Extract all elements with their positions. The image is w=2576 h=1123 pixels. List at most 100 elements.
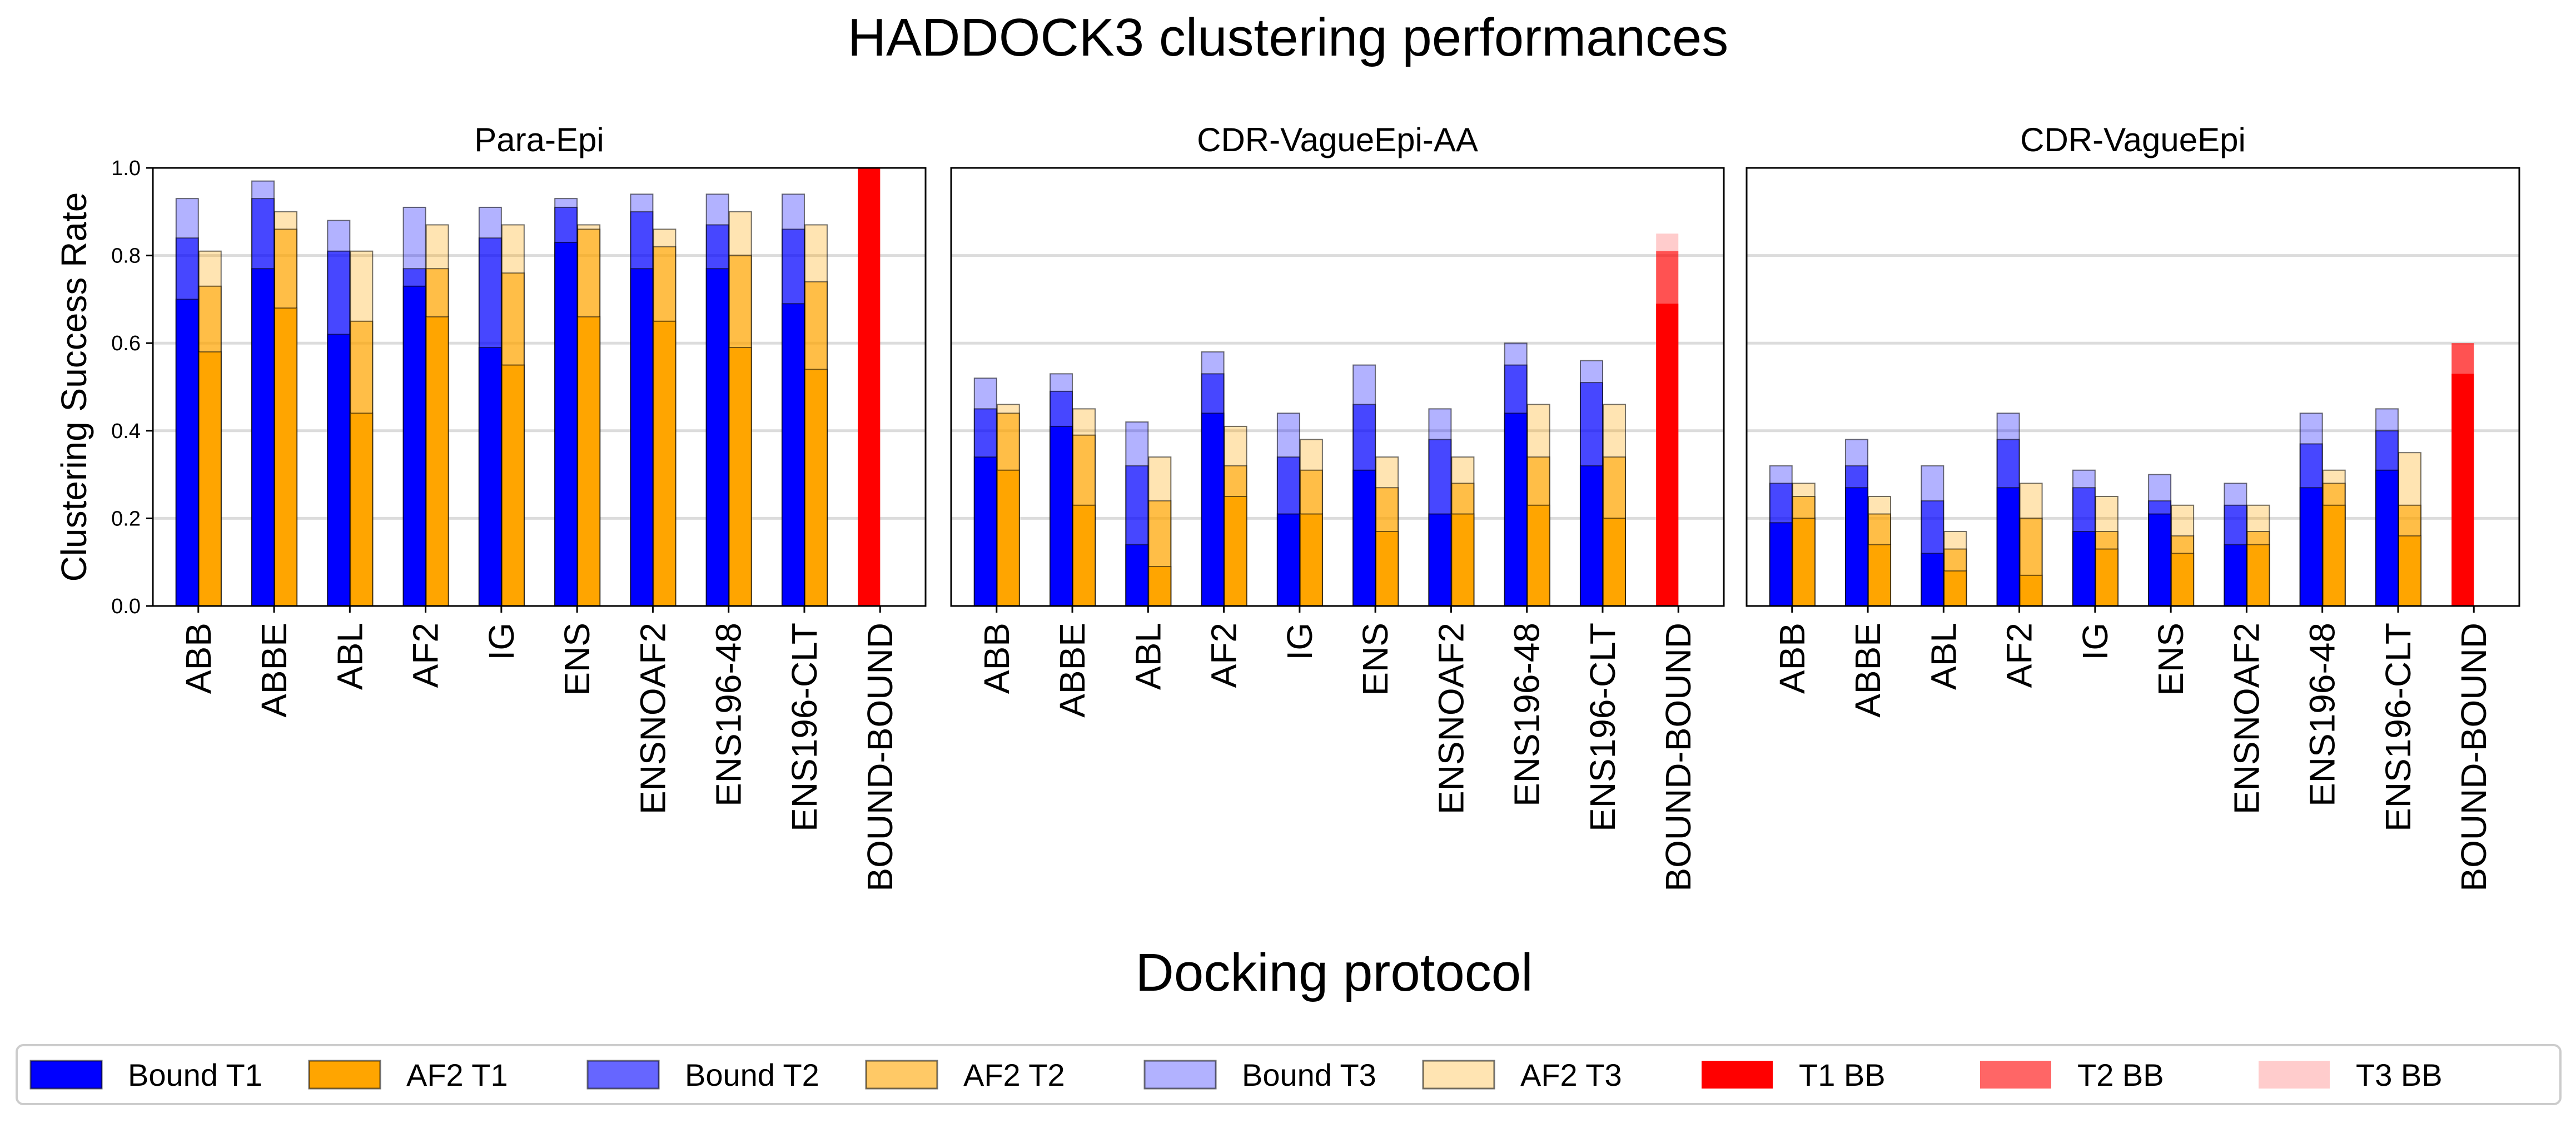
bar-bound (1125, 544, 1149, 607)
bar-af2 (198, 351, 222, 607)
bar-af2 (1526, 504, 1550, 607)
x-tick-label: ENS196-CLT (784, 623, 824, 832)
bar-bound (554, 241, 578, 607)
x-tick-label: ABBE (254, 623, 294, 718)
bar-bound (2148, 513, 2172, 607)
bar-bound (1996, 487, 2020, 607)
x-tick-label: ABL (1923, 623, 1963, 690)
legend-item: AF2 T1 (308, 1057, 508, 1092)
panel-title: Para-Epi (474, 121, 604, 158)
bar-af2 (1868, 544, 1892, 607)
panel-title: CDR-VagueEpi-AA (1197, 121, 1478, 158)
bar-bound (781, 303, 805, 607)
legend-label: Bound T3 (1242, 1057, 1376, 1092)
x-tick-label: AF2 (406, 623, 446, 688)
bar-bound-bound (2451, 374, 2474, 606)
legend-item: AF2 T3 (1422, 1057, 1622, 1092)
bar-af2 (2398, 535, 2421, 607)
legend: Bound T1 AF2 T1 Bound T2 AF2 T2 Bound T3 AF2 … (16, 1044, 2562, 1105)
panel-3: ABB ABBE ABL AF2 IG ENS ENSNOAF2 ENS196-48 ENS19… (1745, 121, 2520, 892)
x-tick-label: ENS196-CLT (1583, 623, 1623, 832)
bar-af2 (1602, 518, 1626, 607)
bar-bound (175, 299, 199, 607)
legend-label: Bound T1 (128, 1057, 262, 1092)
x-tick-label: ENSNOAF2 (633, 623, 673, 814)
bar-bound (1845, 487, 1869, 607)
x-tick-label: IG (481, 623, 521, 660)
bar-bound (1428, 513, 1452, 607)
legend-item: T1 BB (1702, 1057, 1886, 1092)
bar-bound (630, 268, 654, 607)
bar-bound (1579, 465, 1603, 607)
bar-af2 (425, 316, 449, 607)
y-tick-label: 0.4 (111, 420, 141, 443)
plot-frame (1745, 167, 2520, 607)
bar-af2 (1792, 518, 1816, 607)
plot-frame (950, 167, 1725, 607)
x-tick-label: ENS (557, 623, 597, 696)
x-tick-label: BOUND-BOUND (860, 623, 900, 892)
x-tick-label: ABL (1128, 623, 1168, 690)
x-tick-label: ABB (1772, 623, 1812, 694)
x-tick-label: BOUND-BOUND (2454, 623, 2494, 892)
x-tick-label: ABL (330, 623, 370, 690)
panel-1: ABB ABBE ABL AF2 IG ENS ENSNOAF2 ENS196-48 ENS19… (111, 121, 927, 892)
legend-swatch (586, 1060, 660, 1090)
chart-panels: ABB ABBE ABL AF2 IG ENS ENSNOAF2 ENS196-48 ENS19… (111, 121, 2520, 892)
x-tick-label: AF2 (2000, 623, 2040, 688)
x-tick-label: ENS196-48 (2303, 623, 2343, 807)
bar-bound-bound (1656, 304, 1679, 606)
bar-bound (2375, 469, 2399, 607)
bar-bound (2299, 487, 2323, 607)
legend-label: AF2 T1 (406, 1057, 508, 1092)
legend-label: AF2 T2 (963, 1057, 1065, 1092)
y-tick-label: 0.0 (111, 595, 141, 618)
bar-af2 (804, 369, 828, 607)
legend-swatch (29, 1060, 103, 1090)
legend-swatch (1143, 1060, 1217, 1090)
bar-af2 (1451, 513, 1475, 607)
x-tick-label: BOUND-BOUND (1658, 623, 1698, 892)
legend-swatch (2259, 1061, 2330, 1089)
bar-af2 (1375, 531, 1399, 607)
legend-item: AF2 T2 (865, 1057, 1065, 1092)
bar-bound (2072, 531, 2096, 607)
y-tick-label: 1.0 (111, 157, 141, 180)
legend-label: T2 BB (2077, 1057, 2164, 1092)
bar-af2 (2171, 553, 2195, 607)
legend-item: Bound T3 (1143, 1057, 1376, 1092)
x-tick-label: IG (1280, 623, 1320, 660)
panel-2: ABB ABBE ABL AF2 IG ENS ENSNOAF2 ENS196-48 ENS19… (950, 121, 1725, 892)
x-tick-label: ABBE (1052, 623, 1092, 718)
legend-item: Bound T1 (29, 1057, 262, 1092)
x-tick-label: ABBE (1848, 623, 1888, 718)
bar-bound (327, 334, 351, 607)
bar-bound (1050, 425, 1073, 607)
bar-bound (251, 268, 275, 607)
legend-swatch (1422, 1060, 1495, 1090)
legend-swatch (1980, 1061, 2051, 1089)
bar-af2 (653, 320, 677, 607)
bar-af2 (2095, 548, 2119, 607)
bar-af2 (577, 316, 601, 607)
figure-title: HADDOCK3 clustering performances (848, 8, 1729, 67)
x-tick-label: ENS (1355, 623, 1395, 696)
legend-swatch (308, 1060, 381, 1090)
bar-af2 (350, 413, 374, 607)
x-tick-label: ENS196-CLT (2378, 623, 2418, 832)
x-tick-label: ENS (2151, 623, 2191, 696)
legend-label: T1 BB (1799, 1057, 1886, 1092)
bar-af2 (2019, 574, 2043, 607)
bar-bound (705, 268, 729, 607)
x-axis-label: Docking protocol (1135, 943, 1533, 1002)
y-tick-label: 0.6 (111, 332, 141, 355)
legend-label: AF2 T3 (1520, 1057, 1622, 1092)
bar-af2 (1224, 496, 1247, 607)
bar-bound (402, 285, 426, 607)
x-tick-label: ENSNOAF2 (2226, 623, 2266, 814)
bar-af2 (1943, 570, 1967, 607)
y-axis-label: Clustering Success Rate (54, 192, 94, 582)
bar-af2 (728, 347, 752, 607)
legend-swatch (1702, 1061, 1773, 1089)
